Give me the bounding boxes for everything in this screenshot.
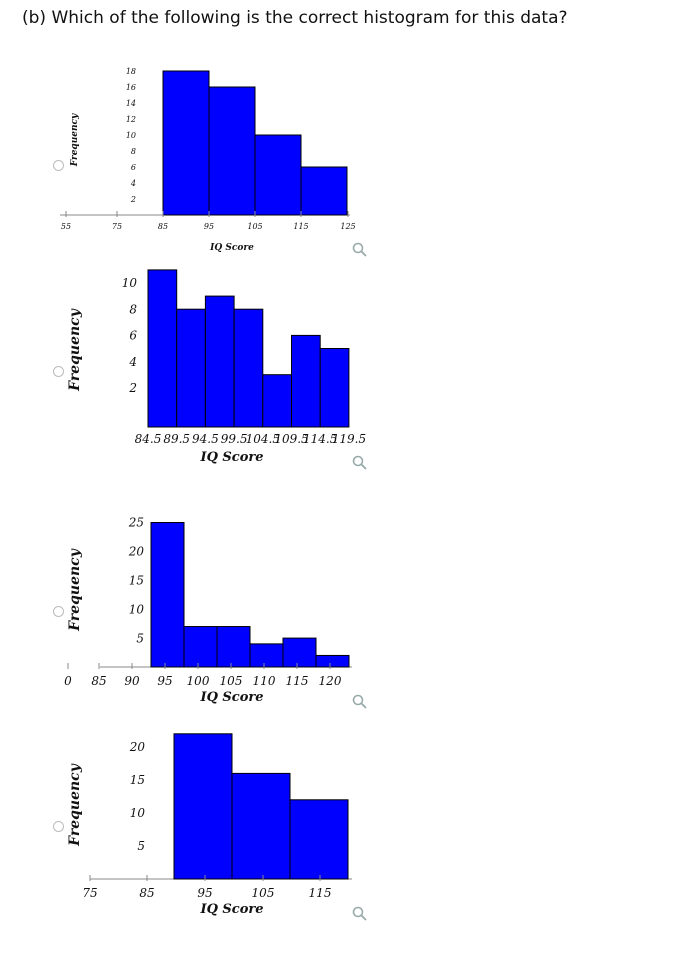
y-tick-label: 25	[128, 516, 144, 530]
x-tick-label: 105	[252, 886, 275, 900]
histogram-bar	[289, 799, 349, 880]
x-tick-label: 95	[204, 222, 214, 231]
x-tick-label: 110	[253, 674, 276, 688]
x-tick-label: 115	[286, 674, 309, 688]
y-tick-label: 8	[129, 302, 137, 316]
histogram-chart-2: 2 4 6 8 10 84.5 89.5 94.5 99.5104.5109.5114.5119…	[67, 269, 366, 465]
x-tick-label: 109.5	[274, 432, 308, 446]
y-tick-label: 6	[131, 163, 136, 172]
histogram-bar	[319, 348, 350, 428]
histogram-bar	[315, 654, 350, 668]
y-tick-label: 10	[122, 276, 138, 290]
histogram-bar	[150, 522, 185, 668]
y-tick-label: 18	[126, 67, 136, 76]
y-tick-label: 15	[129, 574, 144, 588]
x-tick-label: 75	[112, 222, 122, 231]
y-axis-title: Frequency	[67, 548, 83, 632]
y-tick-label: 4	[128, 355, 137, 369]
x-tick-label: 94.5	[192, 432, 219, 446]
histogram-bar	[208, 86, 256, 216]
x-axis-title: IQ Score	[199, 902, 263, 917]
histogram-bar	[300, 166, 348, 216]
histogram-bar	[173, 733, 233, 880]
y-tick-label: 2	[128, 381, 137, 395]
y-tick-label: 4	[130, 179, 136, 188]
y-tick-label: 14	[126, 99, 136, 108]
y-tick-label: 6	[129, 329, 137, 343]
y-tick-label: 12	[126, 115, 136, 124]
x-tick-label: 119.5	[332, 432, 366, 446]
x-tick-label: 99.5	[221, 432, 248, 446]
y-axis-title: Frequency	[67, 308, 83, 392]
histogram-bar	[254, 134, 302, 216]
y-tick-label: 10	[126, 131, 136, 140]
magnifier-icon[interactable]	[352, 906, 368, 922]
y-tick-label: 16	[126, 83, 136, 92]
histogram-bar	[282, 637, 317, 668]
x-tick-label: 115	[309, 886, 332, 900]
y-tick-label: 8	[131, 147, 136, 156]
y-axis-title: Frequency	[70, 113, 80, 167]
histogram-bar	[204, 295, 235, 428]
y-tick-label: 2	[130, 195, 136, 204]
histogram-bar	[147, 269, 178, 428]
x-tick-label: 85	[91, 674, 106, 688]
y-tick-label: 15	[130, 773, 145, 787]
x-tick-label: 84.5	[135, 432, 162, 446]
x-tick-label: 95	[197, 886, 212, 900]
histogram-bar	[262, 374, 292, 428]
x-axis-title: IQ Score	[209, 243, 254, 253]
histogram-bar	[231, 772, 291, 880]
x-tick-label: 75	[82, 886, 97, 900]
x-tick-label: 89.5	[163, 432, 190, 446]
x-tick-label: 125	[340, 222, 355, 231]
histogram-bar	[162, 70, 210, 216]
x-tick-label: 120	[319, 674, 342, 688]
y-tick-label: 20	[128, 545, 145, 559]
histogram-chart-1: 2 4 6 8 10 12 14 16 18 55 75 85 95 105 115 125 IQ Score F…	[60, 67, 356, 253]
x-tick-label: 0	[64, 674, 72, 688]
x-tick-label: 95	[157, 674, 172, 688]
x-tick-label: 55	[61, 222, 71, 231]
magnifier-icon[interactable]	[352, 242, 368, 258]
y-tick-label: 10	[129, 602, 145, 616]
x-tick-label: 85	[139, 886, 154, 900]
magnifier-icon[interactable]	[352, 694, 368, 710]
x-tick-label: 104.5	[246, 432, 280, 446]
magnifier-icon[interactable]	[352, 455, 368, 471]
x-tick-label: 114.5	[303, 432, 337, 446]
histogram-chart-3: 5 10 15 20 25 0 85 90 95 100 105 110 115 120 IQ Score F…	[64, 516, 352, 705]
option-1-radio[interactable]	[53, 160, 64, 171]
x-tick-label: 100	[187, 674, 210, 688]
y-tick-label: 10	[130, 806, 146, 820]
x-tick-label: 115	[293, 222, 308, 231]
y-axis-title: Frequency	[67, 763, 83, 847]
question-text: (b) Which of the following is the correc…	[22, 8, 568, 28]
histogram-bar	[291, 334, 321, 428]
y-tick-label: 5	[137, 839, 145, 853]
option-2-radio[interactable]	[53, 366, 64, 377]
histogram-bar	[216, 626, 251, 668]
option-3-radio[interactable]	[53, 606, 64, 617]
histogram-bar	[233, 308, 264, 428]
option-4-radio[interactable]	[53, 821, 64, 832]
x-tick-label: 105	[220, 674, 243, 688]
x-tick-label: 90	[124, 674, 140, 688]
y-tick-label: 20	[129, 740, 146, 754]
y-tick-label: 5	[136, 631, 144, 645]
x-axis-title: IQ Score	[199, 450, 263, 465]
x-axis-title: IQ Score	[199, 690, 263, 705]
x-tick-label: 105	[247, 222, 262, 231]
x-tick-label: 85	[158, 222, 168, 231]
